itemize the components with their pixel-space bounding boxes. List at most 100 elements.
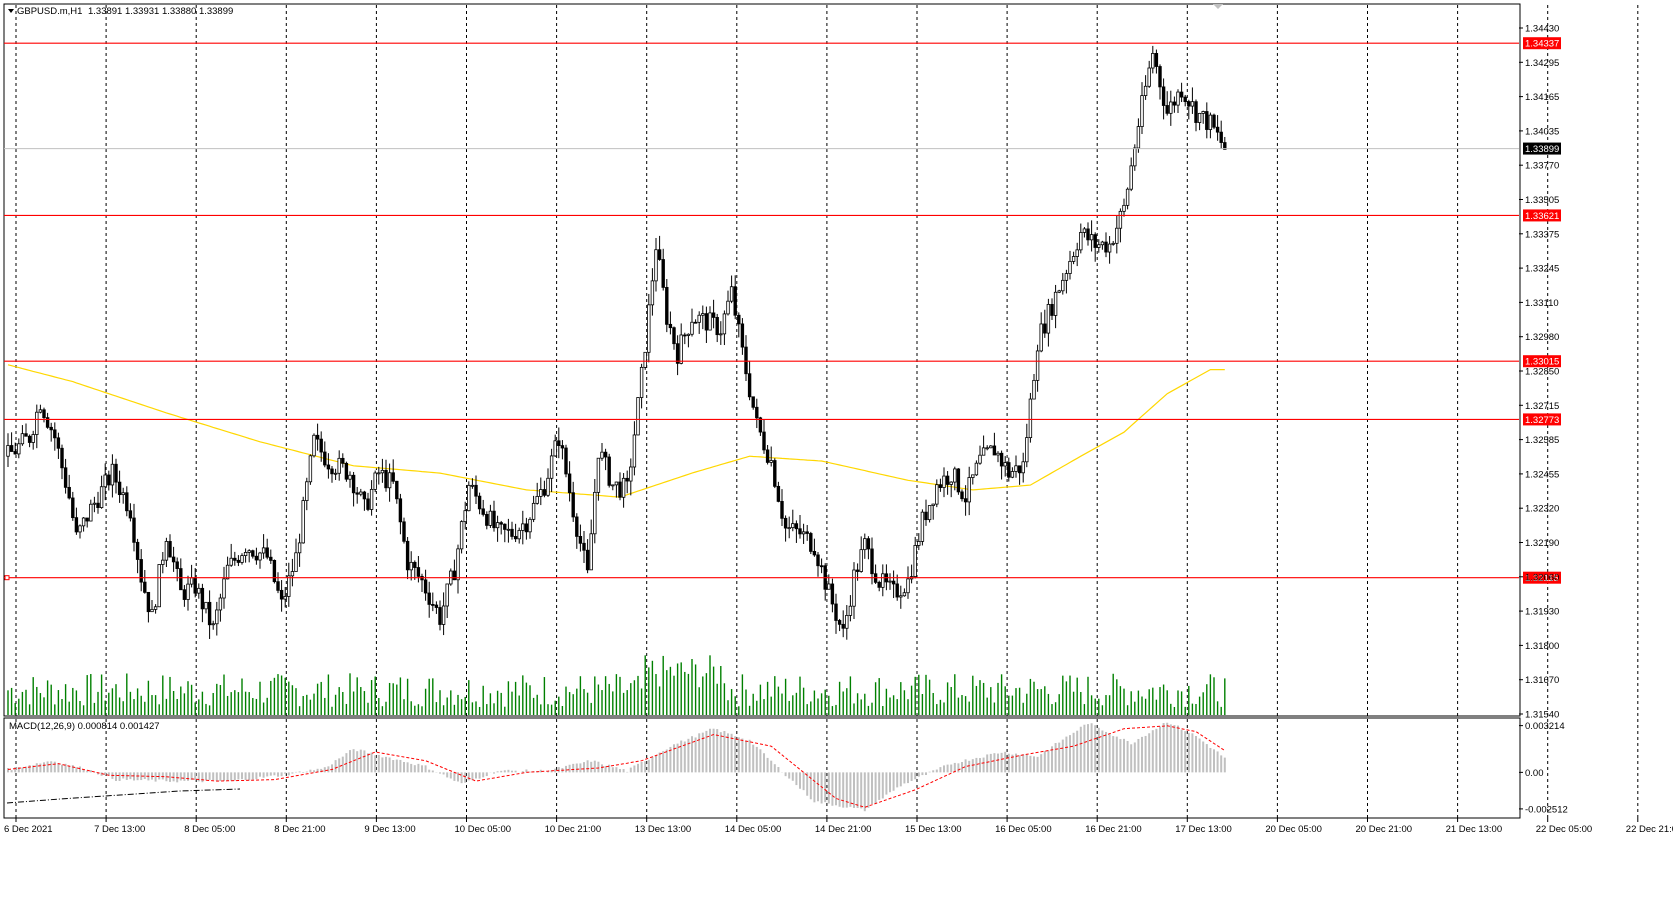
horizontal-levels[interactable]: 1.34337 1.33621 1.33015 1.32773 1.32115 1.338… (4, 37, 1561, 584)
candle-body (157, 564, 161, 608)
candle-body (931, 503, 935, 506)
current-price-tag (1523, 142, 1561, 155)
level-price-tag (1523, 355, 1561, 368)
candle-body (531, 502, 536, 520)
level-price-label: 1.33621 (1525, 211, 1559, 222)
main-plot-frame (3, 3, 1521, 717)
candle-body (71, 497, 75, 519)
candle-body (755, 406, 759, 419)
candle-body (1010, 471, 1015, 478)
candle-body (593, 491, 597, 535)
time-tick-label: 6 Dec 2021 (4, 824, 53, 835)
level-price-tag (1523, 571, 1561, 584)
price-tick-label: 1.31800 (1525, 641, 1559, 652)
candle-body (1100, 241, 1105, 246)
candle-body (985, 447, 989, 450)
candle-body (1017, 465, 1022, 474)
candle-body (24, 433, 28, 437)
candle-body (999, 452, 1004, 467)
candle-body (319, 438, 323, 453)
price-tick-label: 1.31540 (1525, 710, 1559, 721)
candle-body (971, 474, 975, 478)
ohlc-readout: 1.33891 1.33931 1.33880 1.33899 (88, 6, 233, 17)
candle-body (553, 440, 557, 457)
candle-body (99, 486, 104, 508)
candle-body (927, 505, 932, 521)
time-grid (15, 5, 1639, 818)
candle-body (715, 317, 719, 336)
candle-body (697, 314, 701, 323)
candle-body (143, 581, 147, 593)
candle-body (938, 484, 943, 488)
candle-body (783, 517, 788, 529)
candle-body (171, 556, 176, 563)
candle-body (740, 323, 745, 348)
candle-body (596, 457, 601, 493)
candle-body (233, 557, 237, 561)
candle-body (333, 472, 338, 475)
candle-body (373, 472, 377, 490)
candle-body (283, 596, 287, 600)
price-tick-label: 1.34295 (1525, 58, 1559, 69)
candle-body (683, 334, 687, 337)
candle-body (1143, 85, 1148, 96)
macd-tick-label: 0.003214 (1525, 721, 1565, 732)
candle-body (1093, 234, 1097, 248)
candle-body (452, 570, 457, 581)
candle-body (1212, 114, 1216, 128)
time-tick-label: 14 Dec 21:00 (815, 824, 872, 835)
time-tick-label: 17 Dec 13:00 (1175, 824, 1232, 835)
candle-body (989, 445, 993, 449)
candle-body (279, 589, 284, 600)
candle-body (1190, 101, 1195, 107)
candle-body (535, 496, 539, 504)
price-tick-label: 1.32850 (1525, 367, 1559, 378)
candle-body (503, 523, 507, 530)
candle-body (1035, 350, 1040, 381)
time-tick-label: 16 Dec 21:00 (1085, 824, 1142, 835)
candle-body (625, 477, 629, 482)
time-tick-label: 22 Dec 05:00 (1536, 824, 1593, 835)
candle-body (647, 304, 651, 353)
candle-body (1028, 398, 1033, 439)
candle-body (1219, 131, 1223, 143)
candle-body (384, 469, 388, 489)
candle-body (575, 516, 579, 537)
candle-body (629, 466, 633, 482)
candle-body (35, 411, 39, 435)
candle-body (49, 426, 53, 431)
chart-shift-marker-icon[interactable] (1213, 4, 1223, 9)
candle-body (1169, 101, 1173, 114)
candle-body (891, 580, 896, 585)
candle-body (830, 583, 835, 605)
candle-body (719, 333, 723, 336)
price-tick-label: 1.34035 (1525, 126, 1559, 137)
candle-body (899, 595, 903, 598)
candle-body (902, 592, 907, 597)
candle-body (1176, 91, 1180, 106)
candle-body (301, 500, 305, 544)
candle-body (837, 620, 842, 625)
candle-body (747, 373, 752, 398)
candle-body (744, 346, 748, 375)
candle-body (1068, 260, 1072, 274)
candle-body (870, 548, 874, 575)
candle-body (963, 498, 968, 503)
candle-body (153, 606, 158, 610)
candle-body (603, 451, 608, 458)
price-tick-label: 1.31930 (1525, 607, 1559, 618)
candle-body (132, 517, 136, 543)
candle-body (942, 475, 946, 488)
candle-body (567, 473, 572, 494)
candle-body (9, 445, 14, 452)
candle-body (467, 484, 471, 512)
time-tick-label: 8 Dec 05:00 (184, 824, 235, 835)
price-tick-label: 1.34430 (1525, 24, 1559, 35)
symbol-dropdown-icon[interactable] (8, 9, 14, 13)
candle-body (693, 321, 698, 324)
candle-body (632, 434, 637, 468)
candle-body (506, 528, 511, 531)
candle-body (1111, 242, 1115, 245)
price-axis: 1.34430 1.34295 1.34165 1.34035 1.33770 1.335… (1519, 24, 1559, 721)
